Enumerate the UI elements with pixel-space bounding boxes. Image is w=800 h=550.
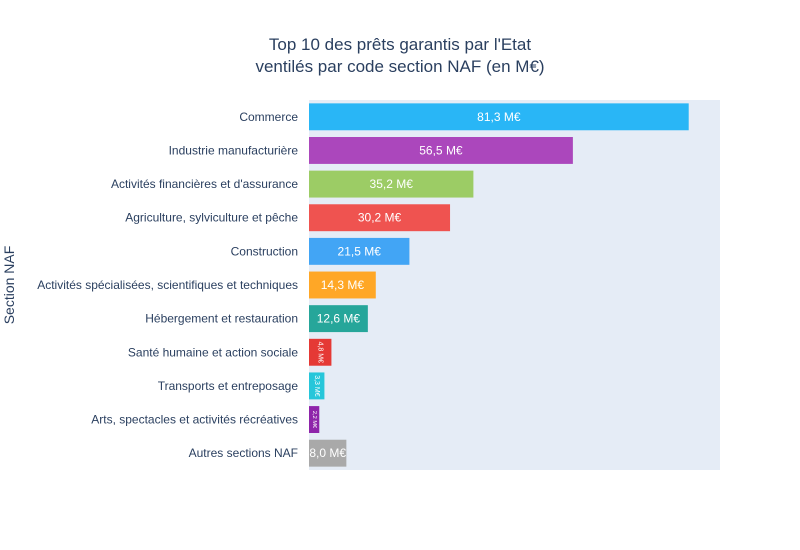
category-label: Activités spécialisées, scientifiques et… [37, 278, 298, 292]
bar [309, 237, 410, 265]
bar [309, 204, 451, 232]
data-label: 12,6 M€ [317, 312, 361, 326]
bar [309, 271, 376, 299]
bars-group [309, 103, 689, 467]
category-label: Arts, spectacles et activités récréative… [91, 413, 298, 427]
bar [309, 103, 689, 131]
bar [309, 439, 347, 467]
data-label: 4,8 M€ [317, 342, 324, 364]
bar [309, 170, 474, 198]
data-labels-group: 81,3 M€ 56,5 M€ 35,2 M€ 30,2 M€ 21,5 M€ 14,3 … [309, 110, 521, 460]
bar [309, 406, 320, 433]
data-label: 3,3 M€ [313, 375, 320, 397]
bar [309, 372, 325, 400]
bar [309, 137, 573, 164]
category-label: Construction [231, 244, 298, 258]
y-axis-title: Section NAF [1, 246, 17, 325]
category-label: Activités financières et d'assurance [111, 177, 298, 191]
bar [309, 338, 332, 366]
data-label: 35,2 M€ [370, 177, 414, 191]
category-label: Hébergement et restauration [145, 312, 298, 326]
data-label: 30,2 M€ [358, 211, 402, 225]
category-label: Industrie manufacturière [169, 143, 299, 157]
data-label: 81,3 M€ [477, 110, 521, 124]
chart-title-line-2: ventilés par code section NAF (en M€) [255, 57, 544, 76]
category-label: Commerce [239, 110, 298, 124]
category-label: Autres sections NAF [189, 446, 298, 460]
data-label: 2,2 M€ [311, 411, 317, 429]
category-label: Transports et entreposage [158, 379, 299, 393]
bar [309, 305, 368, 333]
chart-title-line-1: Top 10 des prêts garantis par l'Etat [269, 35, 531, 54]
category-label: Santé humaine et action sociale [128, 345, 298, 359]
category-labels-group: Commerce Industrie manufacturière Activité… [37, 110, 298, 460]
data-label: 14,3 M€ [321, 278, 365, 292]
category-label: Agriculture, sylviculture et pêche [125, 211, 298, 225]
data-label: 8,0 M€ [309, 446, 346, 460]
data-label: 56,5 M€ [419, 143, 463, 157]
data-label: 21,5 M€ [338, 244, 382, 258]
